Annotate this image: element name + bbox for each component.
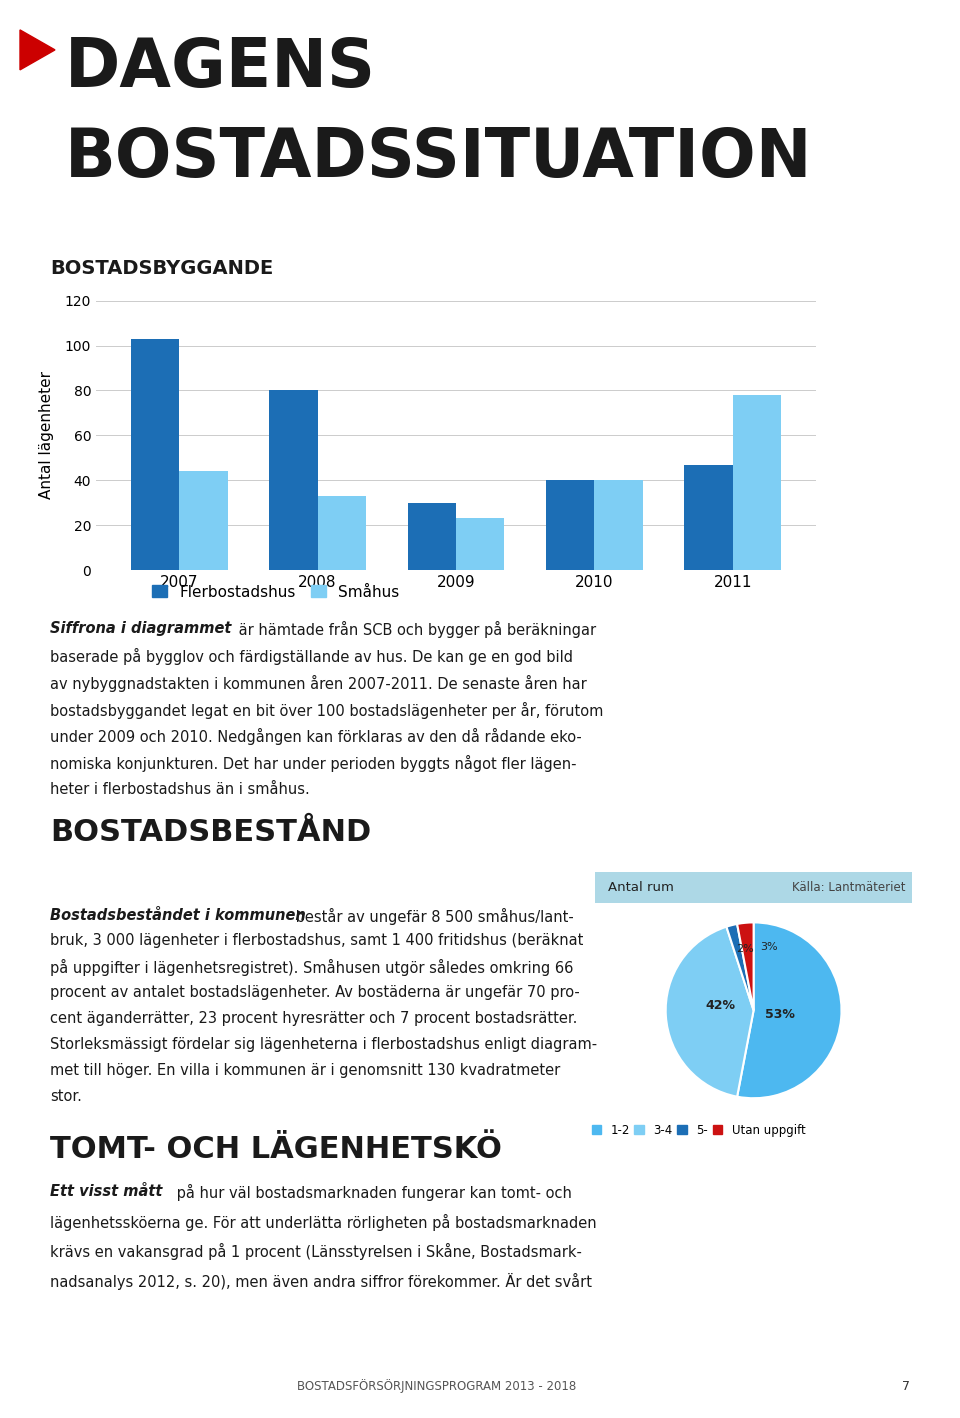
Text: Ett visst mått: Ett visst mått bbox=[50, 1184, 162, 1200]
Text: Antal rum: Antal rum bbox=[608, 881, 674, 895]
Bar bbox=[180, 471, 228, 570]
Legend: Flerbostadshus, Småhus: Flerbostadshus, Småhus bbox=[152, 584, 399, 600]
Text: på uppgifter i lägenhetsregistret). Småhusen utgör således omkring 66: på uppgifter i lägenhetsregistret). Småh… bbox=[50, 960, 573, 977]
Text: 42%: 42% bbox=[706, 1000, 735, 1012]
Polygon shape bbox=[20, 30, 55, 69]
Text: 2%: 2% bbox=[736, 944, 754, 954]
Text: nomiska konjunkturen. Det har under perioden byggts något fler lägen-: nomiska konjunkturen. Det har under peri… bbox=[50, 754, 576, 771]
Text: Källa: Lantmäteriet: Källa: Lantmäteriet bbox=[792, 881, 905, 895]
Text: DAGENS: DAGENS bbox=[65, 35, 376, 101]
Text: baserade på bygglov och färdigställande av hus. De kan ge en god bild: baserade på bygglov och färdigställande … bbox=[50, 648, 573, 665]
Wedge shape bbox=[737, 923, 842, 1098]
Text: består av ungefär 8 500 småhus/lant-: består av ungefär 8 500 småhus/lant- bbox=[291, 908, 573, 925]
Text: bruk, 3 000 lägenheter i flerbostadshus, samt 1 400 fritidshus (beräknat: bruk, 3 000 lägenheter i flerbostadshus,… bbox=[50, 933, 584, 949]
Text: krävs en vakansgrad på 1 procent (Länsstyrelsen i Skåne, Bostadsmark-: krävs en vakansgrad på 1 procent (Länsst… bbox=[50, 1244, 582, 1261]
Text: bostadsbyggandet legat en bit över 100 bostadslägenheter per år, förutom: bostadsbyggandet legat en bit över 100 b… bbox=[50, 702, 603, 719]
Wedge shape bbox=[665, 927, 754, 1096]
Text: BOSTADSSITUATION: BOSTADSSITUATION bbox=[65, 125, 812, 191]
Bar bbox=[408, 503, 456, 570]
Legend: 1-2, 3-4, 5-, Utan uppgift: 1-2, 3-4, 5-, Utan uppgift bbox=[591, 1123, 805, 1137]
Text: Siffrona i diagrammet: Siffrona i diagrammet bbox=[50, 621, 231, 637]
Text: Storleksmässigt fördelar sig lägenheterna i flerbostadshus enligt diagram-: Storleksmässigt fördelar sig lägenhetern… bbox=[50, 1037, 597, 1052]
Text: under 2009 och 2010. Nedgången kan förklaras av den då rådande eko-: under 2009 och 2010. Nedgången kan förkl… bbox=[50, 729, 582, 746]
Wedge shape bbox=[727, 925, 754, 1010]
Text: 53%: 53% bbox=[765, 1008, 795, 1021]
Bar bbox=[269, 390, 318, 570]
Bar bbox=[732, 394, 781, 570]
Text: BOSTADSBYGGANDE: BOSTADSBYGGANDE bbox=[50, 259, 274, 278]
Bar bbox=[594, 481, 643, 570]
Bar bbox=[456, 519, 504, 570]
Text: Bostadsbeståndet i kommunen: Bostadsbeståndet i kommunen bbox=[50, 908, 305, 923]
Text: cent äganderrätter, 23 procent hyresrätter och 7 procent bostadsrätter.: cent äganderrätter, 23 procent hyresrätt… bbox=[50, 1011, 577, 1027]
Text: heter i flerbostadshus än i småhus.: heter i flerbostadshus än i småhus. bbox=[50, 781, 310, 797]
Text: är hämtade från SCB och bygger på beräkningar: är hämtade från SCB och bygger på beräkn… bbox=[234, 621, 596, 638]
Text: stor.: stor. bbox=[50, 1089, 82, 1105]
Text: lägenhetssköerna ge. För att underlätta rörligheten på bostadsmarknaden: lägenhetssköerna ge. För att underlätta … bbox=[50, 1214, 596, 1231]
Wedge shape bbox=[737, 923, 754, 1010]
Text: av nybyggnadstakten i kommunen åren 2007-2011. De senaste åren har: av nybyggnadstakten i kommunen åren 2007… bbox=[50, 675, 587, 692]
Bar bbox=[684, 465, 732, 570]
Text: nadsanalys 2012, s. 20), men även andra siffror förekommer. Är det svårt: nadsanalys 2012, s. 20), men även andra … bbox=[50, 1273, 592, 1290]
Text: 3%: 3% bbox=[760, 942, 779, 951]
Bar bbox=[546, 481, 594, 570]
Bar bbox=[318, 496, 366, 570]
Text: på hur väl bostadsmarknaden fungerar kan tomt- och: på hur väl bostadsmarknaden fungerar kan… bbox=[172, 1184, 571, 1201]
Bar bbox=[131, 339, 180, 570]
Text: 7: 7 bbox=[902, 1380, 910, 1392]
Text: BOSTADSBESTÅND: BOSTADSBESTÅND bbox=[50, 818, 372, 848]
Text: TOMT- OCH LÄGENHETSKÖ: TOMT- OCH LÄGENHETSKÖ bbox=[50, 1136, 502, 1164]
Text: procent av antalet bostadslägenheter. Av bostäderna är ungefär 70 pro-: procent av antalet bostadslägenheter. Av… bbox=[50, 986, 580, 1000]
Text: BOSTADSFÖRSÖRJNINGSPROGRAM 2013 - 2018: BOSTADSFÖRSÖRJNINGSPROGRAM 2013 - 2018 bbox=[298, 1380, 577, 1392]
Y-axis label: Antal lägenheter: Antal lägenheter bbox=[38, 372, 54, 499]
Text: met till höger. En villa i kommunen är i genomsnitt 130 kvadratmeter: met till höger. En villa i kommunen är i… bbox=[50, 1064, 561, 1078]
